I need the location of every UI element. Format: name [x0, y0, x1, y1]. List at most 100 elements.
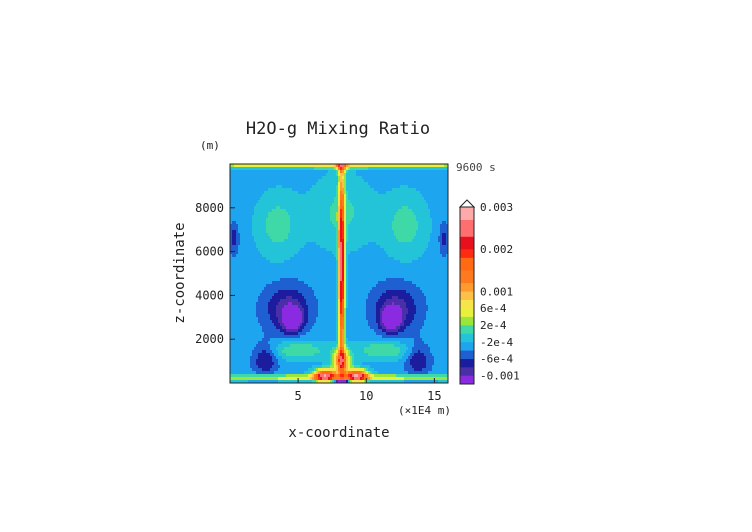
heatmap-cell [308, 344, 311, 348]
heatmap-cell [230, 314, 233, 318]
heatmap-cell [278, 284, 281, 288]
heatmap-cell [278, 164, 281, 168]
heatmap-cell [254, 164, 257, 168]
heatmap-cell [234, 245, 237, 249]
heatmap-cell [312, 200, 315, 204]
heatmap-cell [324, 323, 327, 327]
heatmap-cell [318, 353, 321, 357]
heatmap-cell [346, 320, 349, 324]
heatmap-cell [232, 203, 235, 207]
heatmap-cell [260, 233, 263, 237]
heatmap-cell [266, 194, 269, 198]
heatmap-cell [278, 194, 281, 198]
heatmap-cell [268, 299, 271, 303]
heatmap-cell [282, 230, 285, 234]
heatmap-cell [336, 242, 339, 246]
heatmap-cell [276, 191, 279, 195]
heatmap-cell [356, 176, 359, 180]
heatmap-cell [282, 218, 285, 222]
heatmap-cell [254, 380, 257, 384]
heatmap-cell [296, 329, 299, 333]
heatmap-cell [262, 299, 265, 303]
heatmap-cell [298, 329, 301, 333]
heatmap-cell [258, 176, 261, 180]
heatmap-cell [356, 356, 359, 360]
heatmap-cell [240, 311, 243, 315]
heatmap-cell [358, 323, 361, 327]
heatmap-cell [262, 233, 265, 237]
heatmap-cell [306, 269, 309, 273]
heatmap-cell [254, 269, 257, 273]
heatmap-cell [296, 188, 299, 192]
heatmap-cell [230, 182, 233, 186]
heatmap-cell [322, 329, 325, 333]
heatmap-cell [310, 188, 313, 192]
heatmap-cell [286, 251, 289, 255]
heatmap-cell [300, 350, 303, 354]
heatmap-cell [292, 356, 295, 360]
heatmap-cell [292, 191, 295, 195]
heatmap-cell [300, 227, 303, 231]
heatmap-cell [318, 368, 321, 372]
heatmap-cell [248, 236, 251, 240]
heatmap-cell [250, 269, 253, 273]
heatmap-cell [252, 284, 255, 288]
heatmap-cell [308, 218, 311, 222]
heatmap-cell [338, 281, 341, 285]
heatmap-cell [234, 224, 237, 228]
heatmap-cell [262, 257, 265, 261]
heatmap-cell [290, 335, 293, 339]
heatmap-cell [302, 293, 305, 297]
heatmap-cell [262, 371, 265, 375]
heatmap-cell [360, 200, 363, 204]
heatmap-cell [330, 353, 333, 357]
heatmap-cell [316, 272, 319, 276]
heatmap-cell [346, 323, 349, 327]
heatmap-cell [256, 167, 259, 171]
heatmap-cell [252, 266, 255, 270]
heatmap-cell [334, 335, 337, 339]
heatmap-cell [256, 335, 259, 339]
heatmap-cell [320, 344, 323, 348]
heatmap-cell [260, 227, 263, 231]
heatmap-cell [310, 317, 313, 321]
chart-title: H2O-g Mixing Ratio [246, 119, 430, 139]
heatmap-cell [272, 278, 275, 282]
heatmap-cell [234, 344, 237, 348]
heatmap-cell [260, 182, 263, 186]
heatmap-cell [248, 293, 251, 297]
heatmap-cell [318, 227, 321, 231]
heatmap-cell [302, 182, 305, 186]
heatmap-cell [348, 359, 351, 363]
heatmap-cell [290, 290, 293, 294]
heatmap-cell [290, 272, 293, 276]
heatmap-cell [328, 233, 331, 237]
heatmap-cell [252, 236, 255, 240]
heatmap-cell [256, 341, 259, 345]
heatmap-cell [262, 296, 265, 300]
heatmap-cell [332, 293, 335, 297]
heatmap-cell [334, 230, 337, 234]
heatmap-cell [256, 296, 259, 300]
heatmap-cell [314, 164, 317, 168]
heatmap-cell [290, 329, 293, 333]
heatmap-cell [298, 374, 301, 378]
heatmap-cell [282, 263, 285, 267]
heatmap-cell [336, 305, 339, 309]
heatmap-cell [262, 224, 265, 228]
heatmap-cell [316, 239, 319, 243]
heatmap-cell [272, 176, 275, 180]
heatmap-cell [236, 272, 239, 276]
heatmap-cell [270, 251, 273, 255]
heatmap-cell [328, 206, 331, 210]
heatmap-cell [286, 371, 289, 375]
heatmap-cell [272, 377, 275, 381]
heatmap-cell [352, 368, 355, 372]
heatmap-cell [230, 344, 233, 348]
heatmap-cell [280, 218, 283, 222]
heatmap-cell [346, 317, 349, 321]
heatmap-cell [306, 212, 309, 216]
heatmap-cell [242, 356, 245, 360]
heatmap-cell [256, 209, 259, 213]
heatmap-cell [320, 182, 323, 186]
